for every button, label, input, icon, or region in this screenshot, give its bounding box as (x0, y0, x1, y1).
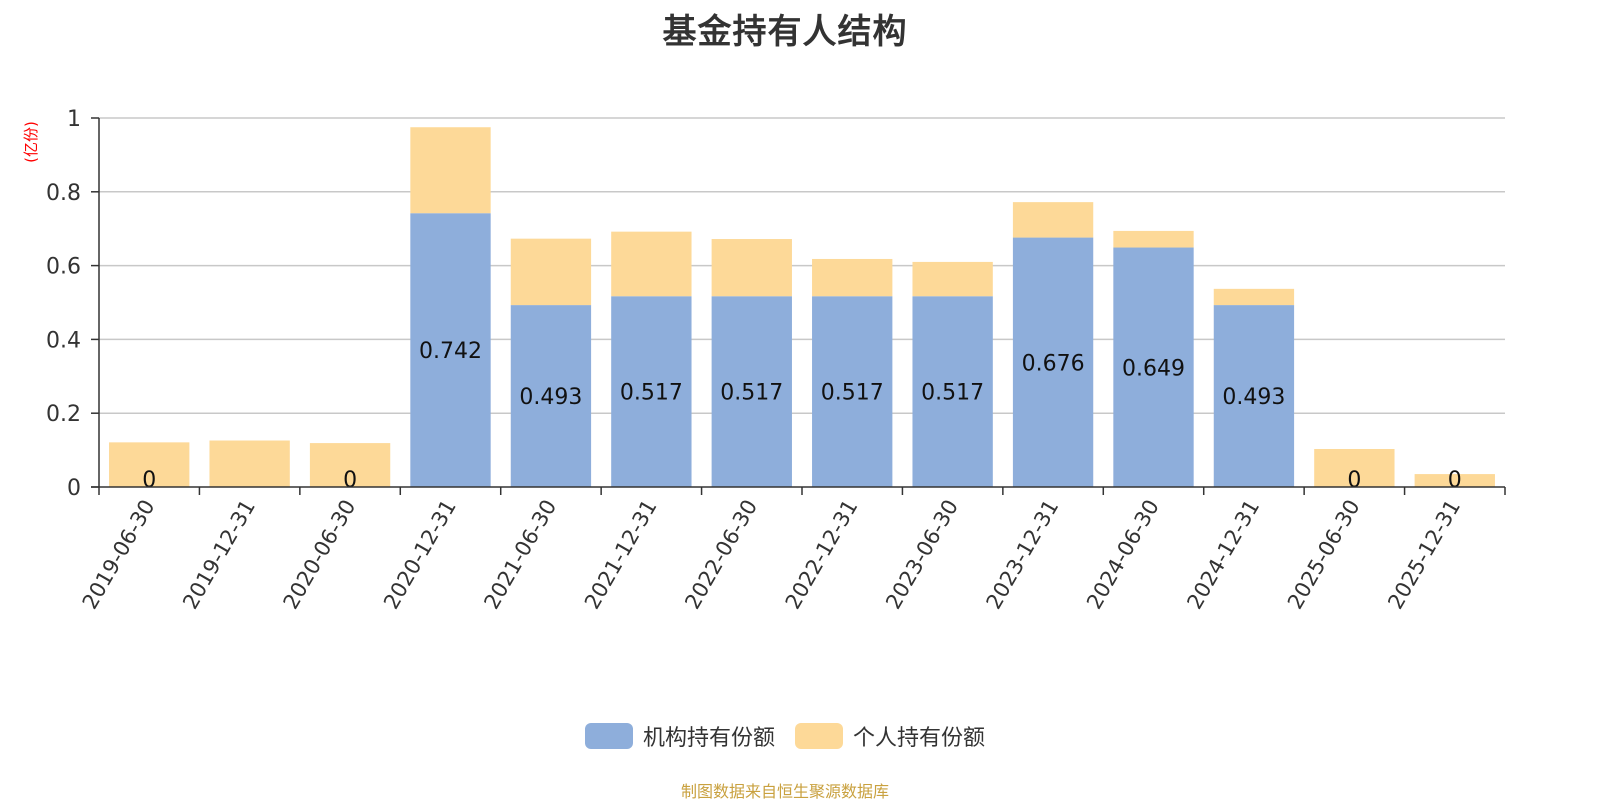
y-tick-label: 0.4 (46, 328, 81, 353)
x-tick-label: 2020-06-30 (279, 496, 361, 614)
y-tick-label: 0 (67, 476, 81, 501)
bar-individual (309, 443, 391, 487)
bar-value-label: 0.517 (720, 381, 783, 406)
source-note: 制图数据来自恒生聚源数据库 (680, 782, 889, 801)
bar-individual (812, 258, 893, 297)
x-tick-label: 2021-12-31 (580, 496, 662, 614)
bar-value-label: 0.493 (1222, 385, 1285, 410)
bar-individual (1314, 448, 1395, 487)
bar-individual (510, 238, 592, 306)
bar-individual (109, 442, 190, 487)
legend-swatch-individual (795, 723, 843, 749)
bar-institutional (410, 213, 491, 487)
bar-individual (209, 440, 290, 487)
y-tick-label: 0.6 (46, 255, 81, 280)
legend-item-individual[interactable]: 个人持有份额 (795, 720, 985, 752)
x-tick-label: 2020-12-31 (379, 496, 461, 614)
y-axis-label: (亿份) (22, 121, 40, 163)
legend-label-institutional: 机构持有份额 (642, 726, 775, 751)
bars (109, 127, 1495, 487)
bar-value-label: 0.676 (1022, 351, 1085, 376)
bar-individual (912, 261, 993, 297)
bar-individual (410, 127, 491, 214)
bar-institutional (912, 296, 993, 487)
legend: 机构持有份额 个人持有份额 (0, 720, 1570, 752)
x-tick-label: 2024-06-30 (1082, 496, 1164, 614)
bar-value-label: 0.493 (519, 385, 582, 410)
bar-individual (1113, 230, 1194, 248)
y-tick-label: 1 (67, 107, 81, 132)
chart-title: 基金持有人结构 (662, 12, 908, 52)
x-tick-label: 2022-12-31 (781, 496, 863, 614)
bar-institutional (1113, 247, 1194, 487)
legend-item-institutional[interactable]: 机构持有份额 (584, 720, 775, 752)
x-tick-label: 2021-06-30 (479, 496, 561, 614)
x-tick-label: 2019-12-31 (178, 496, 260, 614)
y-tick-label: 0.8 (46, 181, 81, 206)
x-tick-label: 2023-12-31 (982, 496, 1064, 614)
bar-individual (611, 231, 692, 297)
bar-institutional (812, 296, 893, 487)
bar-value-label: 0.742 (419, 339, 482, 364)
bar-institutional (611, 296, 692, 487)
legend-label-individual: 个人持有份额 (853, 726, 986, 751)
x-tick-label: 2024-12-31 (1182, 496, 1264, 614)
bar-value-label: 0.649 (1122, 356, 1185, 381)
bar-individual (1012, 202, 1094, 238)
x-tick-label: 2019-06-30 (78, 496, 160, 614)
bar-institutional (510, 305, 592, 487)
bar-institutional (1012, 237, 1094, 487)
bar-institutional (1213, 305, 1295, 487)
bar-value-label: 0 (142, 468, 156, 493)
bar-value-label: 0.517 (921, 381, 984, 406)
bar-value-label: 0.517 (821, 381, 884, 406)
bar-institutional (711, 296, 792, 487)
bar-individual (711, 239, 792, 297)
bar-value-label: 0 (343, 468, 357, 493)
x-tick-label: 2025-12-31 (1383, 496, 1465, 614)
bar-value-label: 0 (1347, 468, 1361, 493)
bar-value-label: 0 (1448, 468, 1462, 493)
legend-swatch-institutional (584, 723, 633, 749)
bar-value-label: 0.517 (620, 381, 683, 406)
x-tick-label: 2025-06-30 (1283, 496, 1365, 614)
x-tick-label: 2023-06-30 (881, 495, 963, 613)
bar-individual (1414, 474, 1495, 487)
bar-individual (1213, 288, 1295, 306)
y-tick-label: 0.2 (46, 402, 81, 427)
x-tick-label: 2022-06-30 (680, 496, 762, 614)
